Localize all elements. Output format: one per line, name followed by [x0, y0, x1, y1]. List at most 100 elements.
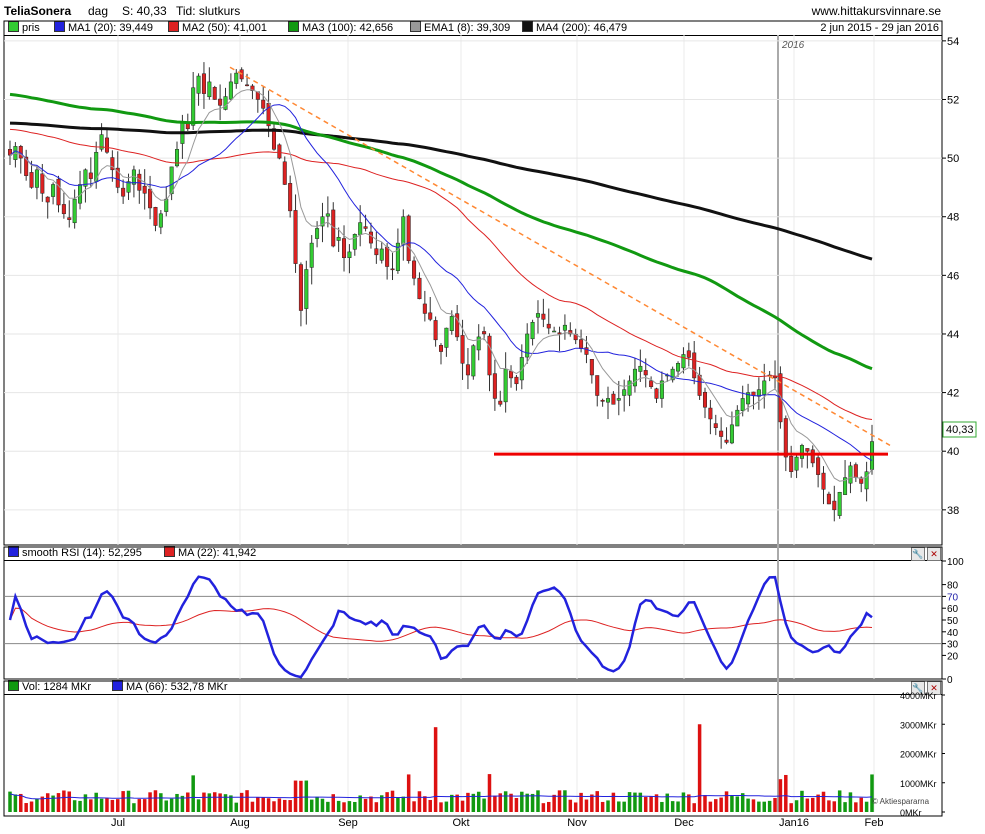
volume-bar-down [433, 727, 438, 812]
volume-bar-up [159, 793, 163, 812]
candle-up [606, 398, 611, 403]
candle-up [848, 465, 853, 484]
legend-swatch [54, 21, 65, 32]
volume-bar-up [633, 792, 637, 812]
candle-down [433, 320, 438, 341]
candle-down [541, 313, 546, 320]
legend-swatch [168, 21, 179, 32]
volume-bar-up [358, 795, 362, 812]
candle-down [250, 85, 255, 91]
candle-down [239, 69, 244, 80]
candle-down [778, 373, 783, 423]
legend-label: pris [22, 22, 40, 34]
volume-bar-up [681, 792, 686, 812]
volume-bar-up [51, 795, 55, 812]
candle-down [546, 323, 551, 329]
price-panel-frame [3, 20, 943, 546]
candle-up [746, 392, 751, 405]
candle-up [347, 251, 352, 258]
candle-down [45, 196, 50, 203]
volume-bar-up [676, 801, 680, 812]
volume-bar-down [153, 790, 158, 812]
volume-bar-up [126, 790, 131, 812]
volume-bar-down [714, 799, 718, 812]
candle-down [465, 364, 470, 376]
credit-label: © Aktiespararna [872, 797, 930, 806]
candle-down [832, 500, 837, 511]
volume-bar-down [557, 790, 562, 812]
volume-bar-down [412, 801, 416, 812]
time-label: Tid: slutkurs [176, 4, 241, 18]
candle-down [853, 464, 858, 478]
rsi-tick-label: 100 [947, 557, 964, 568]
legend-item-pris: pris [8, 21, 40, 35]
candle-up [519, 357, 524, 381]
candle-up [627, 380, 632, 396]
candle-up [34, 169, 39, 188]
rsi-close-button[interactable]: ✕ [927, 547, 941, 561]
volume-close-button[interactable]: ✕ [927, 681, 941, 695]
volume-bar-up [757, 801, 761, 812]
volume-bar-down [331, 794, 336, 812]
x-tick-label: Feb [865, 817, 884, 829]
candle-down [298, 264, 303, 311]
volume-bar-up [94, 792, 98, 812]
volume-bar-up [536, 790, 540, 812]
candle-down [805, 448, 810, 452]
candle-up [13, 146, 18, 160]
candle-down [713, 423, 718, 429]
candle-down [595, 375, 600, 396]
rsi-settings-button[interactable]: 🔧 [911, 547, 925, 561]
ma100-line [9, 92, 873, 371]
volume-bar-up [35, 798, 39, 812]
candle-up [665, 374, 670, 377]
volume-bar-down [552, 794, 556, 812]
rsi-tick-label: 50 [947, 616, 959, 627]
x-tick-label: Okt [452, 817, 469, 829]
volume-bar-down [299, 780, 303, 812]
volume-bar-down [250, 801, 255, 812]
volume-bar-down [342, 802, 346, 812]
candle-up [799, 445, 804, 459]
candle-down [584, 347, 589, 355]
volume-bar-down [568, 799, 573, 812]
volume-bar-down [541, 803, 546, 812]
volume-bar-up [746, 798, 750, 812]
candle-down [218, 98, 223, 106]
candle-down [61, 204, 66, 215]
candle-down [816, 457, 821, 475]
volume-bar-up [606, 800, 610, 812]
candle-up [676, 363, 681, 372]
volume-bar-up [8, 791, 12, 812]
candle-down [67, 217, 72, 220]
volume-bar-up [563, 790, 567, 812]
volume-bar-up [164, 800, 168, 812]
volume-bar-down [649, 796, 653, 812]
legend-label: smooth RSI (14): 52,295 [22, 547, 142, 559]
candle-up [320, 216, 325, 227]
candle-down [185, 121, 190, 130]
volume-bar-down [805, 798, 810, 812]
candle-down [24, 156, 29, 176]
volume-bar-up [304, 780, 309, 812]
legend-item-vol: Vol: 1284 MKr [8, 680, 91, 694]
volume-bar-down [45, 793, 50, 812]
legend-item-rsi-ma: MA (22): 41,942 [164, 546, 256, 560]
volume-bar-down [498, 793, 503, 812]
volume-bar-up [396, 797, 400, 812]
volume-settings-button[interactable]: 🔧 [911, 681, 925, 695]
candle-down [487, 335, 492, 376]
legend-swatch [8, 680, 19, 691]
volume-bar-down [186, 792, 190, 812]
volume-bar-down [654, 794, 659, 812]
candle-up [234, 72, 239, 84]
volume-bar-down [142, 799, 147, 812]
volume-bar-down [703, 795, 707, 812]
ticker-name: TeliaSonera [4, 4, 72, 18]
candle-up [756, 389, 761, 397]
candle-down [137, 173, 142, 191]
candle-up [207, 81, 212, 98]
price-tick-label: 54 [947, 36, 959, 48]
legend-label: Vol: 1284 MKr [22, 681, 92, 693]
